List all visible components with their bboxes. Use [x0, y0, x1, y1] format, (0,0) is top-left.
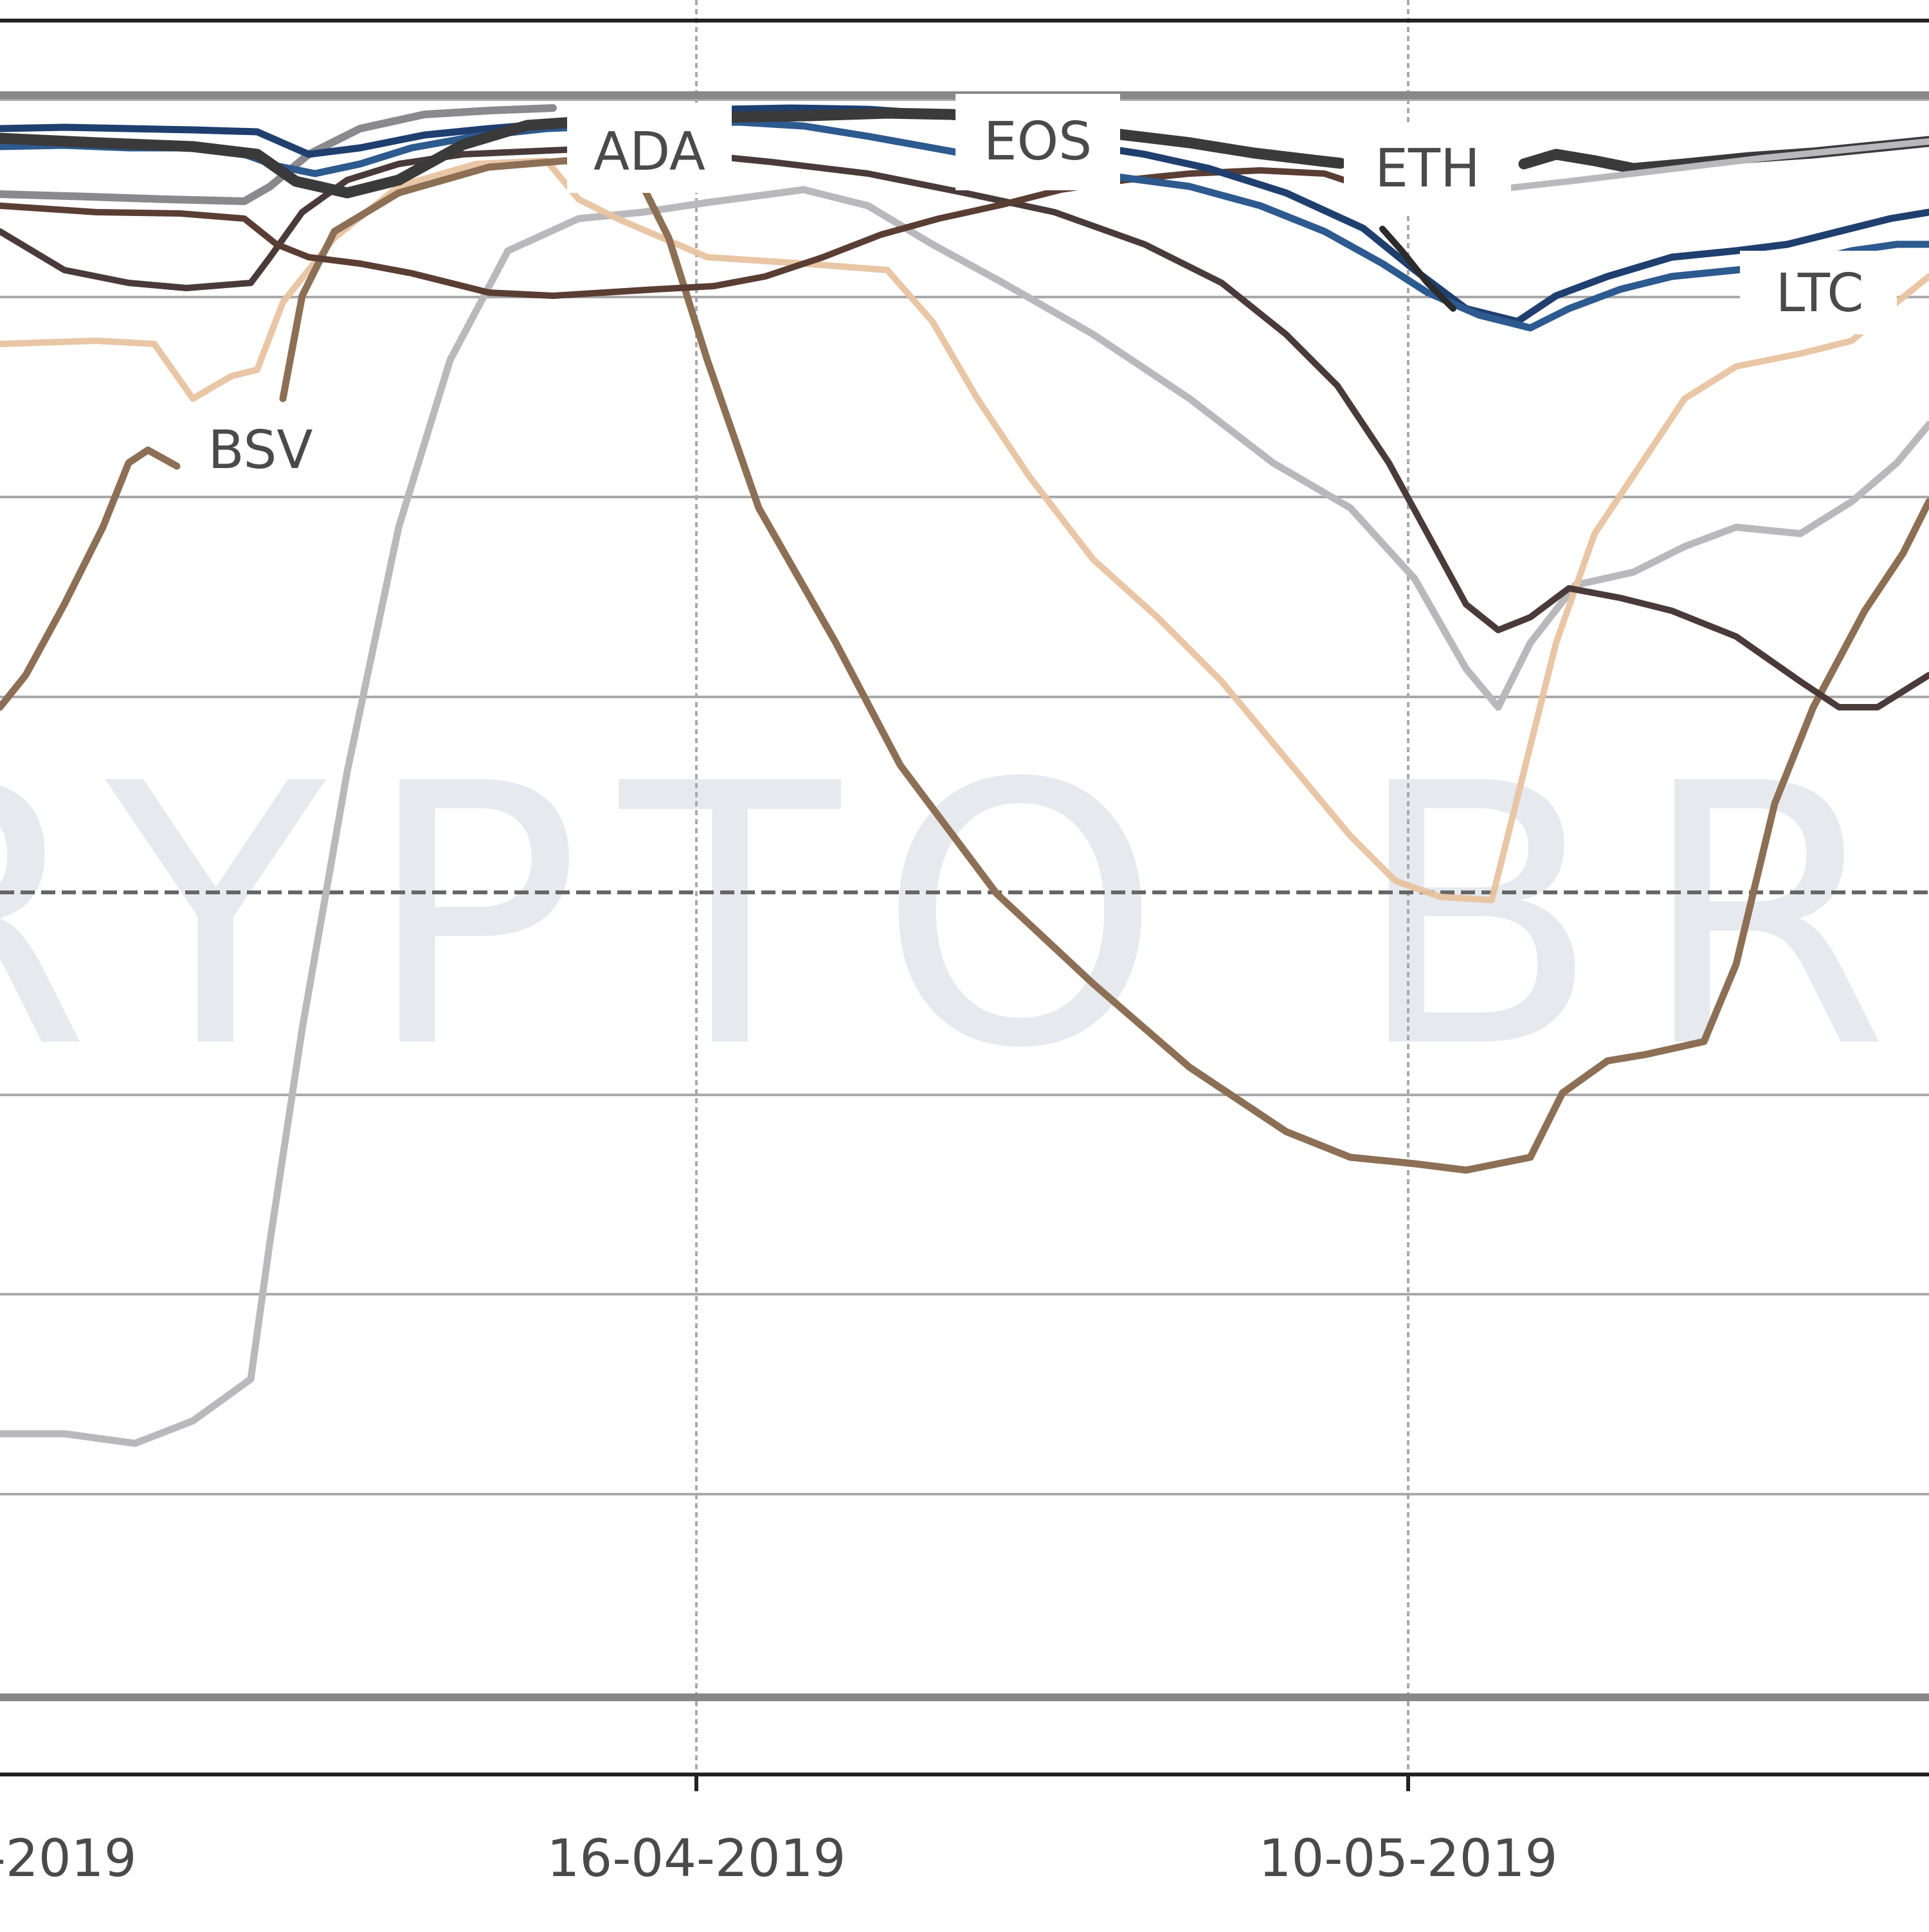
series-label-eth: ETH — [1344, 122, 1511, 212]
series-label-eos-box — [955, 94, 1120, 190]
series-line-tan — [0, 157, 1929, 1174]
series-line-eth-drop — [1379, 226, 1456, 312]
watermark-text: CRYPTO BRO — [0, 708, 1929, 1127]
series-label-ltc-text: LTC — [1776, 263, 1864, 324]
series-label-ltc: LTC — [1740, 251, 1897, 334]
series-label-eos: EOS — [955, 94, 1120, 190]
series-label-bsv-box — [190, 408, 340, 490]
series-label-eos-text: EOS — [984, 111, 1092, 172]
series-label-bsv: BSV — [190, 408, 340, 490]
series-label-ada-box — [567, 103, 732, 193]
x-axis: -2019 16-04-2019 10-05-2019 — [0, 1774, 1557, 1888]
series-line-darkbrown — [0, 146, 1929, 710]
horizontal-gridlines — [0, 98, 1929, 1495]
series-label-ada-text: ADA — [593, 122, 705, 183]
series-line-peach — [0, 158, 1929, 903]
x-tick-label: 16-04-2019 — [547, 1828, 846, 1888]
x-tick-label: -2019 — [0, 1828, 136, 1888]
x-tick-label: 10-05-2019 — [1259, 1828, 1558, 1888]
series-line-eth-tail — [1508, 138, 1929, 191]
series-label-eth-box — [1344, 122, 1511, 212]
series-label-ltc-box — [1740, 251, 1897, 334]
series-line-lightgray — [0, 186, 1929, 1447]
series-label-ada: ADA — [567, 103, 732, 193]
series-label-bsv-text: BSV — [208, 420, 313, 481]
series-labels: ADA EOS ETH LTC BSV — [190, 94, 1897, 490]
series-label-eth-text: ETH — [1375, 138, 1480, 199]
